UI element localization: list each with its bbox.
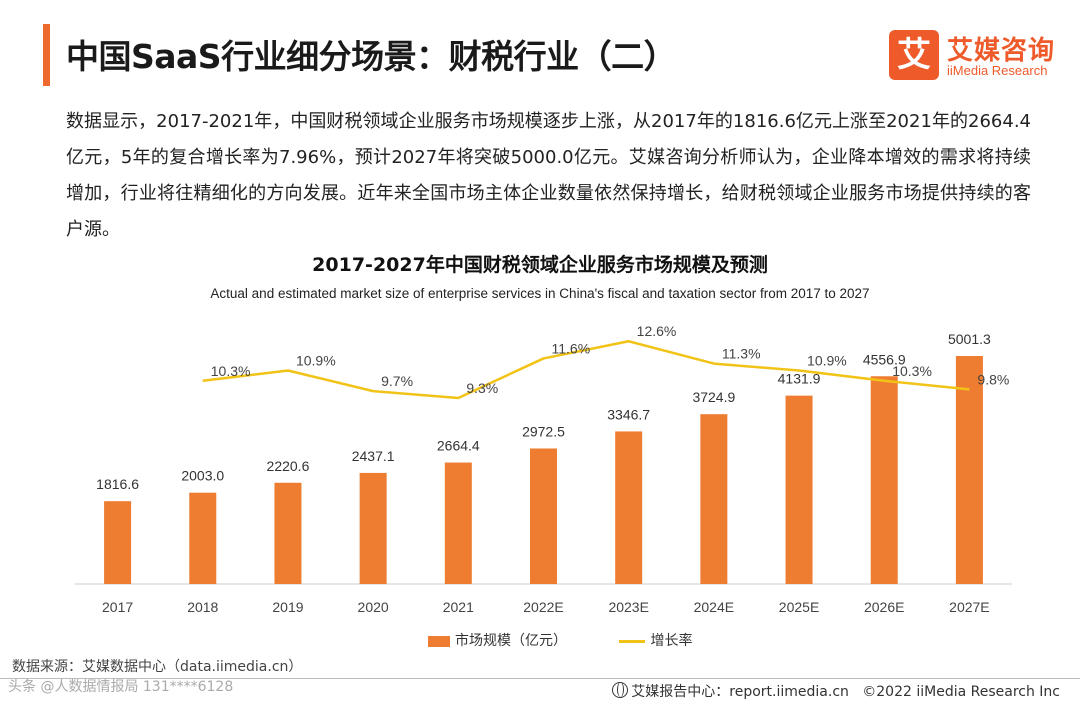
bar-2022E (530, 448, 557, 584)
bar-2020 (359, 472, 387, 584)
chart-subtitle: Actual and estimated market size of ente… (210, 286, 870, 301)
chart-legend: 市场规模（亿元） 增长率 (428, 630, 692, 650)
bar-label-2020: 2437.1 (352, 448, 395, 464)
bar-label-2023E: 3346.7 (607, 406, 650, 422)
bar-label-2021: 2664.4 (437, 438, 480, 454)
bar-label-2026E: 4556.9 (863, 351, 906, 367)
growth-label-2026E: 10.3% (892, 363, 932, 379)
x-tick-2027E: 2027E (949, 599, 989, 615)
x-tick-2020: 2020 (358, 599, 389, 615)
bar-label-2024E: 3724.9 (692, 389, 735, 405)
bar-2027E (955, 356, 983, 584)
footer-info: 艾媒报告中心：report.iimedia.cn ©2022 iiMedia R… (612, 681, 1060, 701)
legend-line-swatch (619, 639, 646, 643)
x-tick-2024E: 2024E (694, 599, 734, 615)
growth-label-2027E: 9.8% (977, 371, 1009, 387)
report-center-link[interactable]: 艾媒报告中心：report.iimedia.cn (631, 684, 849, 700)
data-source: 数据来源：艾媒数据中心（data.iimedia.cn） (12, 659, 303, 675)
growth-label-2024E: 11.3% (722, 346, 761, 362)
bar-2017 (104, 501, 132, 584)
growth-label-2019: 10.9% (296, 352, 336, 368)
growth-label-2021: 9.3% (466, 380, 498, 396)
x-tick-2023E: 2023E (608, 599, 648, 615)
bar-label-2018: 2003.0 (181, 468, 224, 484)
growth-label-2022E: 11.6% (552, 340, 591, 356)
bar-2025E (785, 395, 813, 584)
growth-label-2020: 9.7% (381, 373, 413, 389)
legend-bar-label: 市场规模（亿元） (455, 633, 567, 649)
bar-2021 (444, 462, 472, 584)
legend-bar-swatch (428, 635, 450, 647)
x-tick-2018: 2018 (187, 599, 218, 615)
x-tick-2017: 2017 (102, 599, 133, 615)
x-tick-2019: 2019 (272, 599, 303, 615)
bar-label-2025E: 4131.9 (778, 371, 821, 387)
bar-label-2027E: 5001.3 (948, 331, 991, 347)
x-tick-2022E: 2022E (523, 599, 563, 615)
chart-title: 2017-2027年中国财税领域企业服务市场规模及预测 (312, 254, 768, 276)
bar-2018 (189, 492, 217, 584)
footer-divider (0, 678, 1080, 679)
bar-2023E (615, 431, 643, 584)
logo-mark: 艾 (889, 30, 939, 80)
bar-2026E (870, 376, 898, 584)
logo-english-name: iiMedia Research (947, 63, 1048, 78)
logo-chinese-name: 艾媒咨询 (947, 36, 1056, 66)
bar-label-2019: 2220.6 (267, 458, 310, 474)
intro-paragraph: 数据显示，2017-2021年，中国财税领域企业服务市场规模逐步上涨，从2017… (66, 111, 1031, 240)
x-tick-2021: 2021 (443, 599, 474, 615)
legend-line-label: 增长率 (650, 633, 693, 649)
bar-label-2022E: 2972.5 (522, 423, 565, 439)
title-accent-bar (43, 24, 50, 86)
bar-2024E (700, 414, 728, 584)
x-tick-2026E: 2026E (864, 599, 904, 615)
watermark: 头条 @人数据情报局 131****6128 (8, 679, 234, 695)
growth-rate-line (202, 339, 970, 400)
globe-icon (612, 682, 629, 698)
bar-label-2017: 1816.6 (96, 476, 139, 492)
bar-2019 (274, 482, 302, 584)
page-title: 中国SaaS行业细分场景：财税行业（二） (66, 37, 677, 76)
x-tick-2025E: 2025E (779, 599, 819, 615)
copyright: ©2022 iiMedia Research Inc (862, 684, 1060, 700)
growth-label-2025E: 10.9% (807, 352, 847, 368)
growth-label-2023E: 12.6% (637, 323, 677, 339)
growth-label-2018: 10.3% (211, 363, 251, 379)
iimedia-logo: 艾 艾媒咨询 iiMedia Research (889, 30, 1059, 82)
